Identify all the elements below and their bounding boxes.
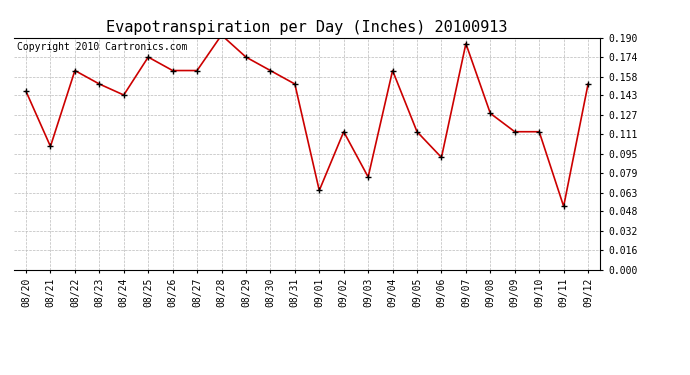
Text: Copyright 2010 Cartronics.com: Copyright 2010 Cartronics.com (17, 42, 187, 52)
Title: Evapotranspiration per Day (Inches) 20100913: Evapotranspiration per Day (Inches) 2010… (106, 20, 508, 35)
